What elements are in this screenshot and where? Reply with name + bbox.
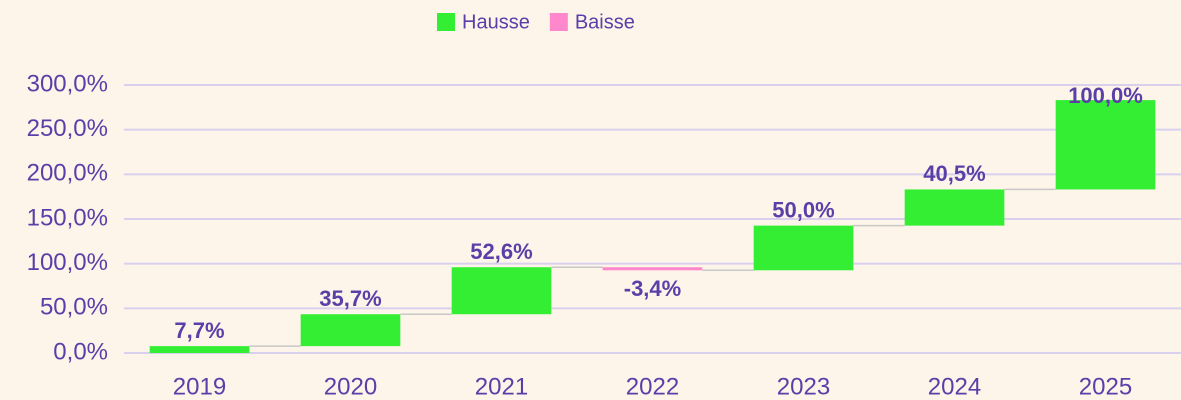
y-tick-label: 100,0% bbox=[27, 249, 108, 276]
legend-label: Baisse bbox=[575, 11, 635, 33]
bar bbox=[753, 225, 854, 271]
bar bbox=[904, 189, 1005, 226]
x-tick-label: 2020 bbox=[324, 373, 377, 400]
x-tick-label: 2025 bbox=[1079, 373, 1132, 400]
y-tick-label: 300,0% bbox=[27, 70, 108, 97]
x-tick-label: 2022 bbox=[626, 373, 679, 400]
y-tick-label: 150,0% bbox=[27, 204, 108, 231]
legend-swatch bbox=[437, 13, 455, 31]
bar bbox=[149, 346, 250, 353]
value-label: 35,7% bbox=[319, 286, 381, 311]
value-label: 50,0% bbox=[772, 197, 834, 222]
x-tick-label: 2019 bbox=[173, 373, 226, 400]
y-tick-label: 250,0% bbox=[27, 115, 108, 142]
legend-label: Hausse bbox=[462, 11, 530, 33]
x-tick-label: 2024 bbox=[928, 373, 981, 400]
y-tick-label: 200,0% bbox=[27, 160, 108, 187]
value-label: 40,5% bbox=[923, 161, 985, 186]
value-label: 52,6% bbox=[470, 239, 532, 264]
value-label: -3,4% bbox=[624, 276, 681, 301]
value-label: 7,7% bbox=[174, 318, 224, 343]
bar bbox=[602, 267, 703, 271]
y-tick-label: 0,0% bbox=[53, 338, 108, 365]
bar bbox=[451, 267, 552, 315]
x-tick-label: 2021 bbox=[475, 373, 528, 400]
bar bbox=[1055, 100, 1156, 190]
x-tick-label: 2023 bbox=[777, 373, 830, 400]
value-label: 100,0% bbox=[1068, 83, 1143, 108]
legend-swatch bbox=[549, 13, 568, 31]
y-tick-label: 50,0% bbox=[40, 294, 108, 321]
bar bbox=[300, 314, 401, 347]
